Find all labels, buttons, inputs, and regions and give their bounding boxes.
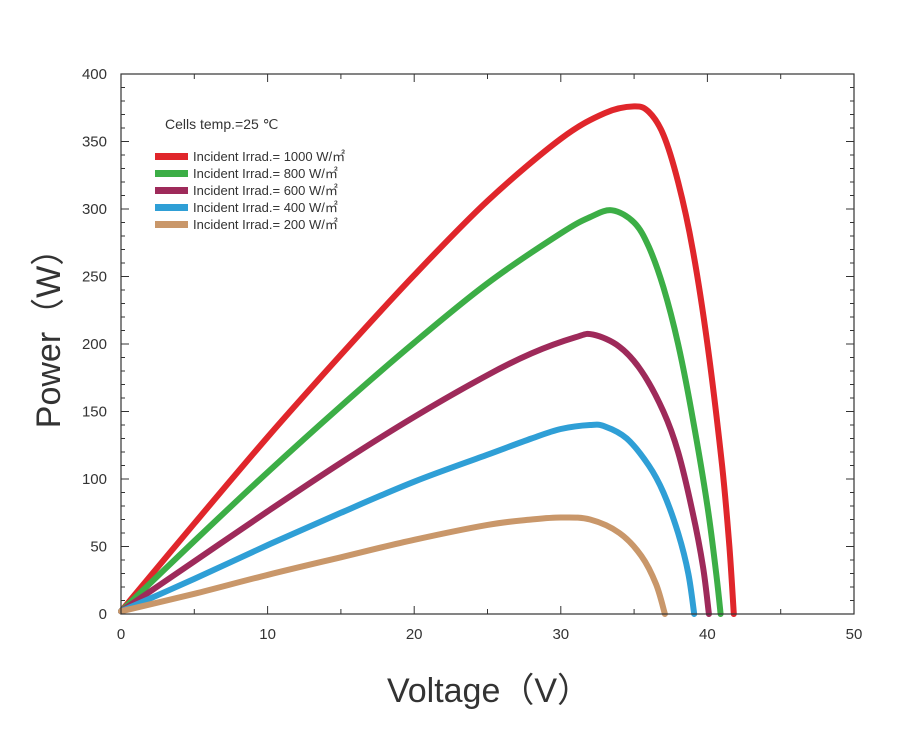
y-tick-label: 200 [82, 336, 107, 353]
x-tick-label: 50 [846, 626, 863, 643]
y-tick-label: 300 [82, 201, 107, 218]
series-line-1 [118, 103, 737, 617]
temperature-annotation: Cells temp.=25 ℃ [165, 116, 278, 132]
x-axis-title: Voltage（V） [387, 672, 591, 710]
y-tick-label: 250 [82, 269, 107, 286]
series-line-4 [118, 421, 698, 617]
legend-swatch-1 [155, 153, 188, 160]
series-lines [118, 103, 737, 617]
legend-label-2: Incident Irrad.= 800 W/㎡ [193, 166, 338, 181]
tick-labels: 0 10 20 30 40 50 0 50 100 150 200 250 300 350 400 [82, 66, 862, 643]
legend-swatch-2 [155, 170, 188, 177]
series-line-2 [118, 207, 724, 617]
y-axis-title: Power（W） [30, 232, 68, 428]
legend-label-5: Incident Irrad.= 200 W/㎡ [193, 217, 338, 232]
y-tick-label: 100 [82, 471, 107, 488]
x-tick-label: 40 [699, 626, 716, 643]
legend-swatch-4 [155, 204, 188, 211]
legend-label-1: Incident Irrad.= 1000 W/㎡ [193, 149, 345, 164]
plot-frame [120, 73, 855, 615]
y-tick-label: 0 [99, 606, 107, 623]
legend-swatch-3 [155, 187, 188, 194]
series-line-5 [118, 514, 668, 617]
x-tick-label: 20 [406, 626, 423, 643]
x-tick-label: 30 [552, 626, 569, 643]
legend-label-4: Incident Irrad.= 400 W/㎡ [193, 200, 338, 215]
x-tick-label: 0 [117, 626, 125, 643]
y-tick-label: 50 [90, 539, 107, 556]
x-tick-label: 10 [259, 626, 276, 643]
y-tick-label: 350 [82, 134, 107, 151]
legend: Incident Irrad.= 1000 W/㎡ Incident Irrad.… [155, 149, 345, 232]
legend-swatch-5 [155, 221, 188, 228]
y-tick-label: 150 [82, 404, 107, 421]
y-tick-label: 400 [82, 66, 107, 83]
legend-label-3: Incident Irrad.= 600 W/㎡ [193, 183, 338, 198]
series-line-3 [118, 330, 712, 617]
